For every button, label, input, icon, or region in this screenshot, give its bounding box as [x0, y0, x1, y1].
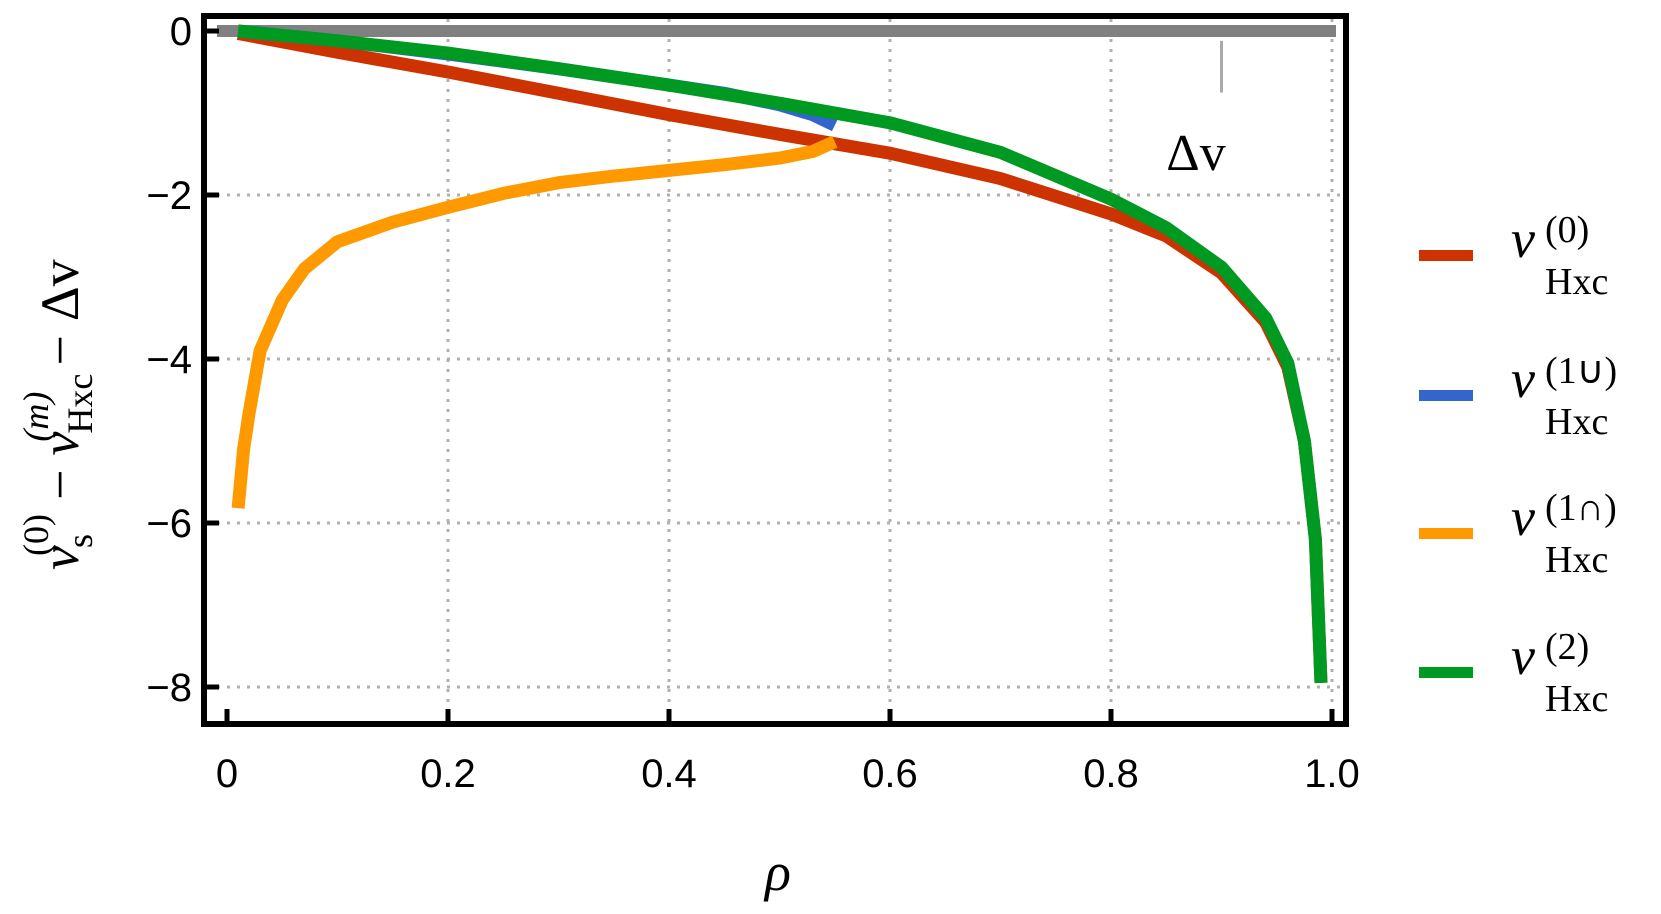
legend-item-vhxc-1-intersection: v (1∩) Hxc — [1419, 487, 1649, 628]
legend-label: v (0) Hxc — [1511, 209, 1609, 303]
plot-frame — [201, 13, 1349, 727]
x-axis-label: ρ — [763, 842, 791, 902]
x-tick-label: 0.4 — [641, 752, 697, 796]
legend-label: v (1∩) Hxc — [1511, 487, 1617, 581]
legend-swatch-green — [1419, 667, 1473, 678]
x-tick-label: 1.0 — [1304, 752, 1360, 796]
x-tick-label: 0 — [216, 752, 238, 796]
y-tick-label: 0 — [170, 10, 192, 54]
y-tick-label: −8 — [146, 666, 192, 710]
legend-item-vhxc-1-union: v (1∪) Hxc — [1419, 349, 1649, 490]
legend-item-vhxc-2: v (2) Hxc — [1419, 626, 1649, 767]
grid-lines — [207, 19, 1343, 721]
data-series — [231, 24, 1328, 684]
x-tick-label: 0.8 — [1083, 752, 1139, 796]
y-axis-label: vs(0)−vHxc(m)−Δv — [16, 259, 100, 570]
series-line-2 — [231, 135, 838, 509]
x-tick-label: 0.2 — [420, 752, 476, 796]
legend-item-vhxc-0: v (0) Hxc — [1419, 209, 1649, 350]
axis-ticks: 0 0.2 0.4 0.6 0.8 1.0 0 −2 −4 −6 −8 — [146, 10, 1359, 796]
legend-label: v (1∪) Hxc — [1511, 349, 1618, 443]
y-tick-label: −6 — [146, 502, 192, 546]
svg-text:vs(0)−vHxc(m)−Δv: vs(0)−vHxc(m)−Δv — [16, 259, 100, 570]
y-tick-label: −2 — [146, 174, 192, 218]
series-line-3 — [237, 24, 1328, 684]
legend-label: v (2) Hxc — [1511, 626, 1609, 720]
legend-swatch-orange — [1419, 528, 1473, 539]
y-tick-label: −4 — [146, 338, 192, 382]
delta-v-annotation: Δv — [1166, 125, 1225, 182]
x-tick-label: 0.6 — [862, 752, 918, 796]
legend-swatch-blue — [1419, 390, 1473, 401]
legend-swatch-red — [1419, 250, 1473, 261]
